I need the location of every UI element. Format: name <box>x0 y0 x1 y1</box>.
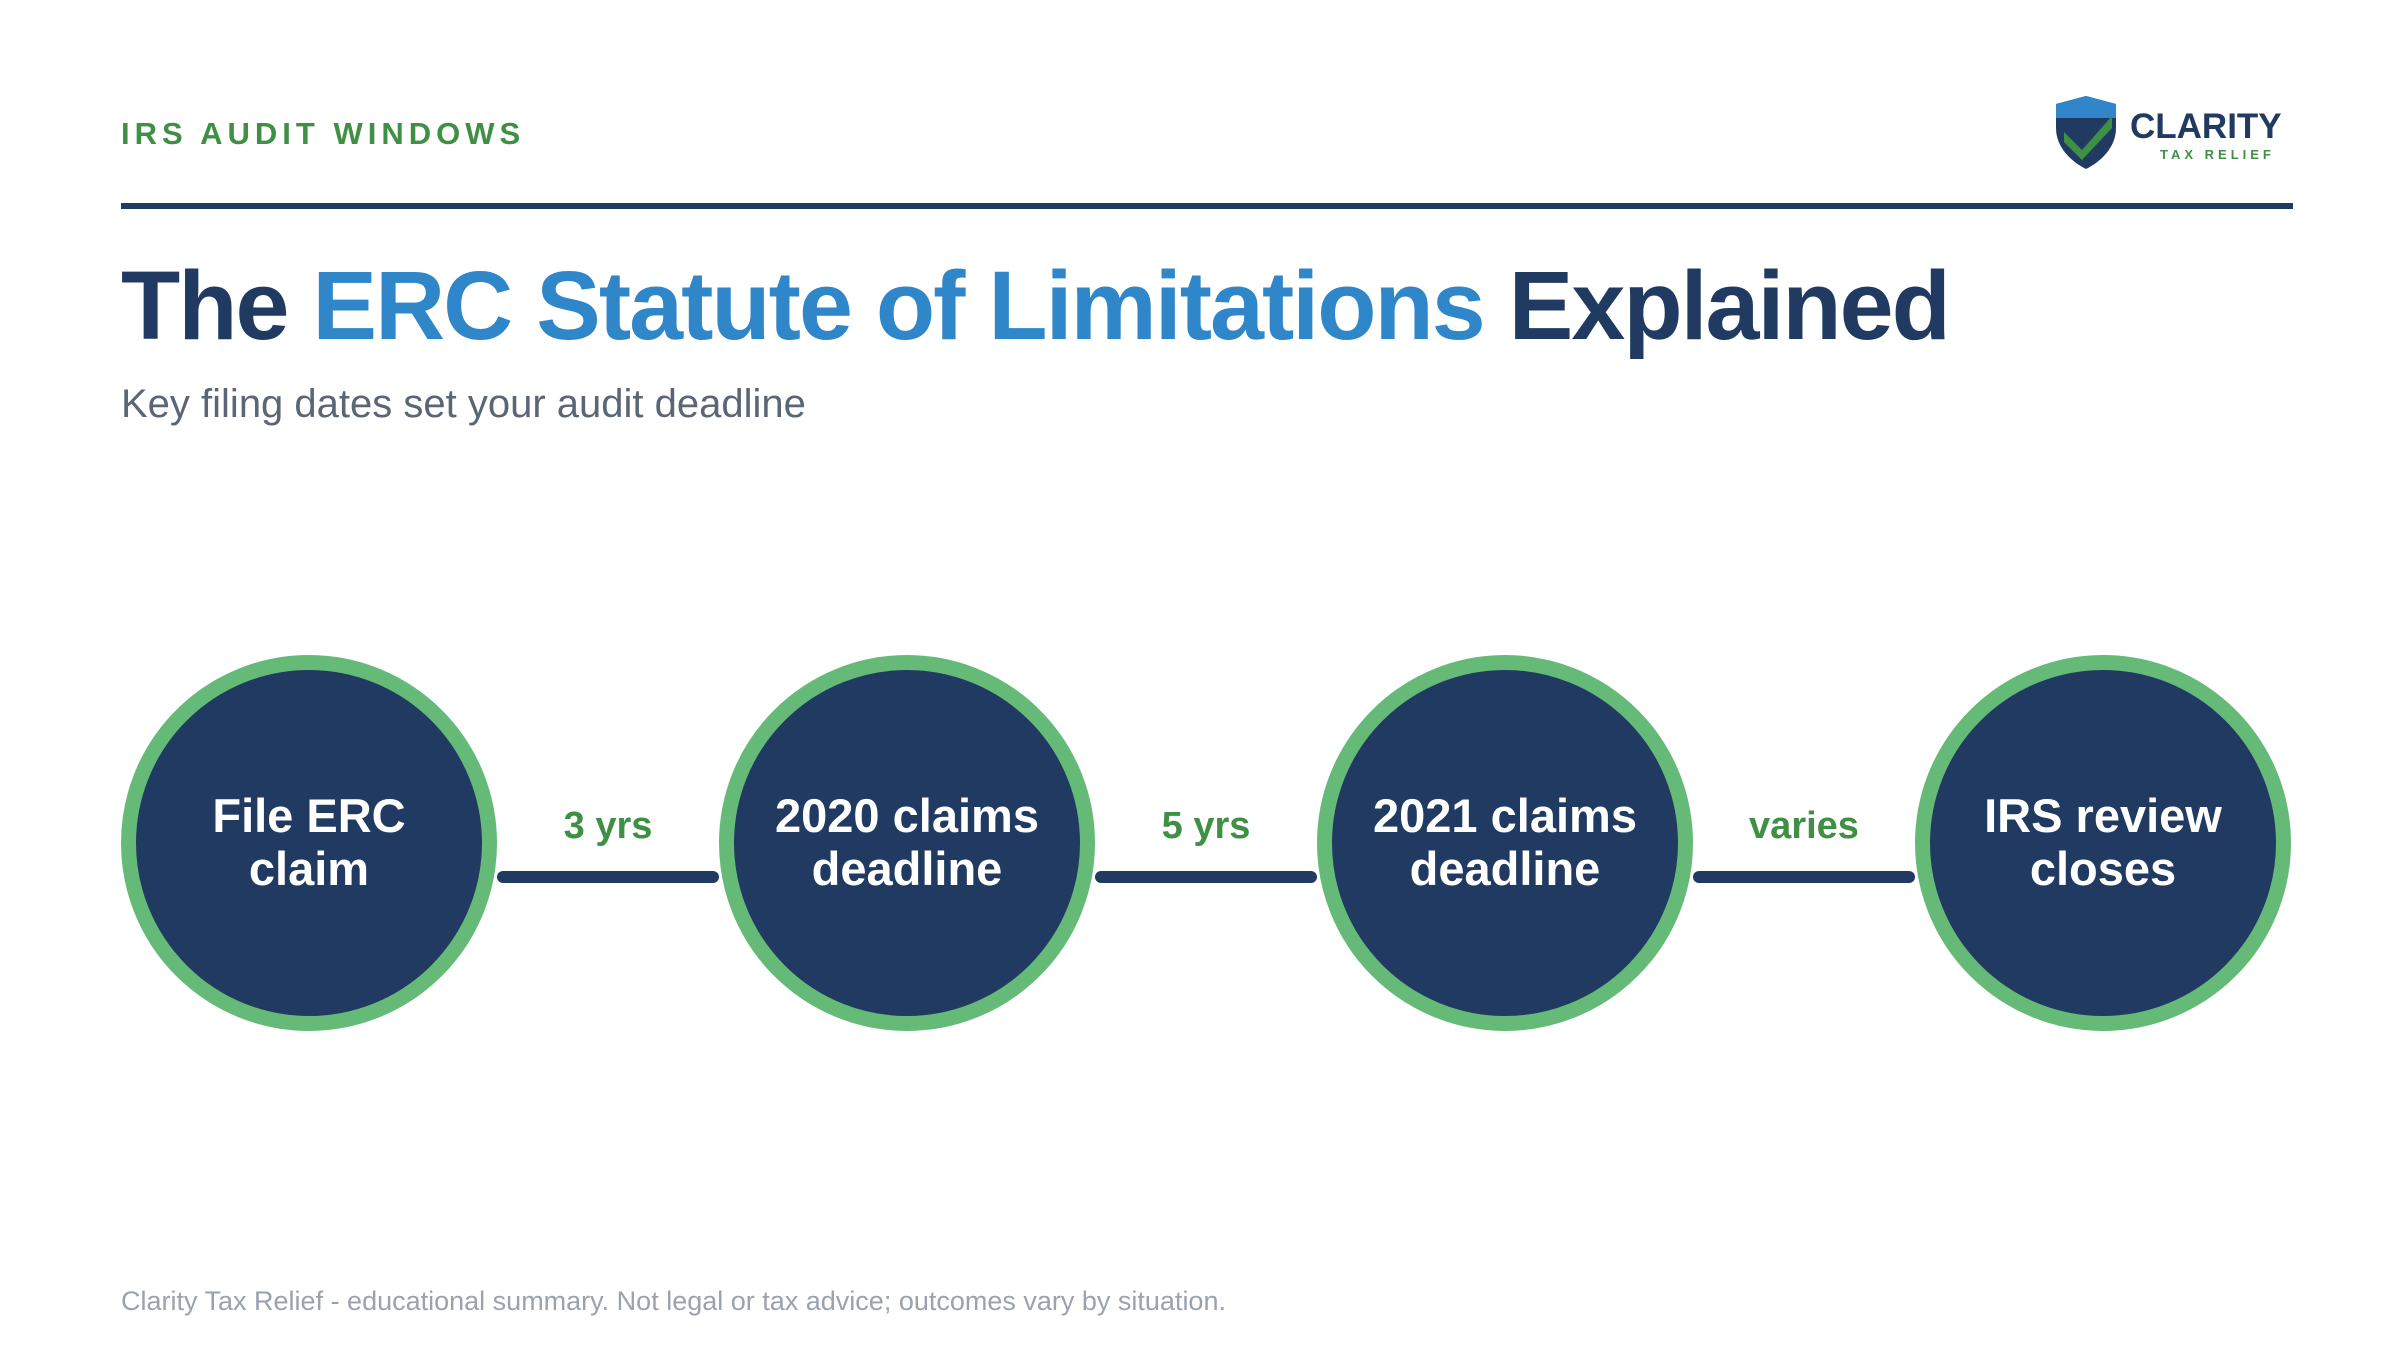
timeline-node-label: File ERC claim <box>212 789 406 895</box>
title-part-1: The <box>121 251 313 360</box>
logo-name: CLARITY <box>2130 107 2282 146</box>
interval-label: 3 yrs <box>563 805 653 847</box>
timeline-connector <box>1095 871 1317 883</box>
timeline-node-label: 2020 claims deadline <box>775 789 1039 895</box>
header-divider <box>121 203 2293 209</box>
footer-disclaimer: Clarity Tax Relief - educational summary… <box>121 1286 1226 1316</box>
shield-check-icon <box>2056 96 2116 169</box>
title-part-2: Explained <box>1483 251 1951 360</box>
timeline-node-review-closes: IRS review closes <box>1915 655 2291 1031</box>
logo: CLARITY TAX RELIEF <box>2056 96 2282 169</box>
eyebrow-label: IRS AUDIT WINDOWS <box>121 116 526 151</box>
timeline-connector <box>1693 871 1915 883</box>
timeline-connector <box>497 871 719 883</box>
timeline-node-file-claim: File ERC claim <box>121 655 497 1031</box>
timeline-node-2020-deadline: 2020 claims deadline <box>719 655 1095 1031</box>
page-title: The ERC Statute of Limitations Explained <box>121 251 1951 360</box>
interval-label: 5 yrs <box>1161 805 1251 847</box>
timeline-node-2021-deadline: 2021 claims deadline <box>1317 655 1693 1031</box>
timeline-node-label: IRS review closes <box>1984 789 2222 895</box>
interval-label: varies <box>1749 805 1859 847</box>
title-accent: ERC Statute of Limitations <box>312 251 1485 360</box>
timeline-node-label: 2021 claims deadline <box>1373 789 1637 895</box>
logo-tagline: TAX RELIEF <box>2160 147 2275 162</box>
page-subtitle: Key filing dates set your audit deadline <box>121 382 806 426</box>
